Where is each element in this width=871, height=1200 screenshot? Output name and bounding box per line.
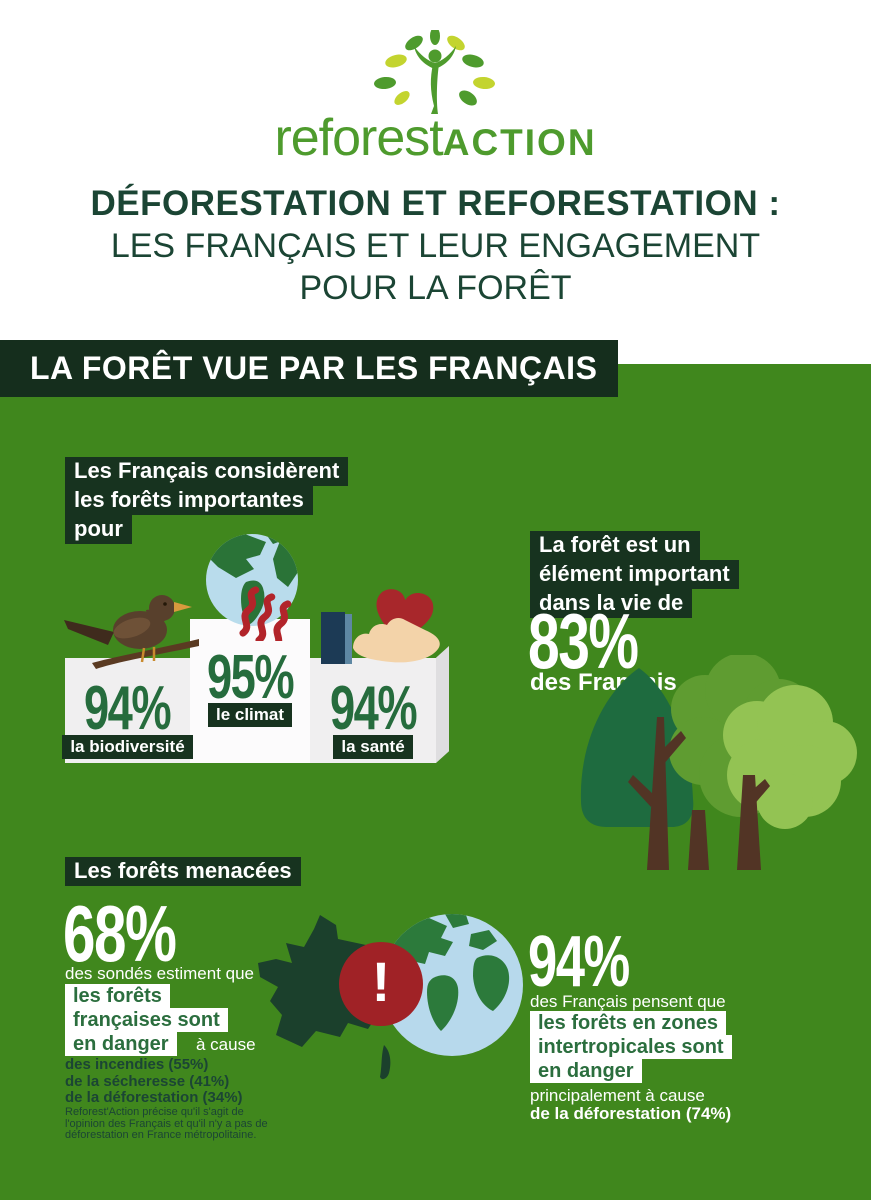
podium-column-center [190, 619, 310, 763]
france-danger-highlight-line: en danger [65, 1032, 177, 1056]
stat-health-value: 94% [329, 674, 418, 743]
cause-drought: de la sécheresse (41%) [65, 1072, 230, 1090]
warning-exclamation: ! [371, 950, 391, 1013]
importance-intro-line: Les Français considèrent [65, 457, 349, 486]
france-danger-cause-intro: à cause [196, 1035, 256, 1054]
stat-world-danger-intro: des Français pensent que [530, 992, 726, 1011]
france-danger-causes: des incendies (55%) de la sécheresse (41… [65, 1056, 243, 1107]
brand-name-suffix: ACTION [442, 122, 597, 163]
world-danger-highlight-line: intertropicales sont [530, 1035, 732, 1059]
world-danger-cause-line: principalement à cause [530, 1086, 705, 1105]
note-line: l'opinion des Français et qu'il n'y a pa… [65, 1117, 268, 1130]
france-danger-note: Reforest'Action précise qu'il s'agit de … [65, 1106, 268, 1142]
stat-health: la santé [310, 735, 436, 759]
page-title: DÉFORESTATION ET REFORESTATION : LES FRA… [0, 182, 871, 309]
forest-life-intro-line: La forêt est un [530, 531, 700, 560]
world-danger-highlight-line: en danger [530, 1059, 642, 1083]
stat-climate: le climat [190, 703, 310, 727]
stat-world-danger-value: 94% [528, 922, 630, 1002]
world-danger-cause-bold: de la déforestation (74%) [530, 1104, 732, 1123]
world-danger-highlight: les forêts en zones intertropicales sont… [530, 1011, 732, 1083]
france-danger-highlight-line: les forêts [65, 984, 170, 1008]
globe-icon [381, 914, 523, 1056]
section-banner-label: LA FORÊT VUE PAR LES FRANÇAIS [30, 350, 598, 386]
france-danger-highlight-line: françaises sont [65, 1008, 228, 1032]
forest-life-intro: La forêt est un élément important dans l… [530, 531, 739, 618]
title-line-2: LES FRANÇAIS ET LEUR ENGAGEMENT [110, 227, 761, 265]
stat-biodiversity-value: 94% [84, 674, 172, 743]
title-line-1: DÉFORESTATION ET REFORESTATION : [90, 184, 781, 223]
brand-logo: reforest ACTION [0, 108, 871, 168]
stat-forest-life-value: 83% [528, 597, 639, 685]
heart-in-hand-icon [321, 589, 440, 664]
france-danger-highlight: les forêts françaises sont en danger [65, 984, 228, 1056]
threats-header-wrap: Les forêts menacées [65, 857, 301, 886]
importance-intro-line: les forêts importantes [65, 486, 313, 515]
note-line: Reforest'Action précise qu'il s'agit de [65, 1106, 244, 1118]
stat-france-danger-value: 68% [63, 889, 177, 978]
cause-fires: des incendies (55%) [65, 1056, 209, 1073]
world-danger-highlight-line: les forêts en zones [530, 1011, 727, 1035]
forest-life-intro-line: dans la vie de [530, 589, 693, 618]
threats-header: Les forêts menacées [65, 857, 301, 886]
warning-icon: ! [339, 942, 423, 1026]
tree-person-icon [374, 30, 495, 114]
stat-climate-label: le climat [207, 703, 293, 727]
stat-biodiversity-label: la biodiversité [62, 735, 193, 759]
stat-france-danger-intro: des sondés estiment que [65, 964, 255, 983]
cause-deforestation: de la déforestation (34%) [65, 1089, 243, 1106]
france-map-icon [258, 915, 391, 1080]
forest-life-intro-line: élément important [530, 560, 739, 589]
bird-icon [64, 595, 199, 669]
importance-intro-line: pour [65, 515, 132, 544]
brand-name-prefix: reforest [274, 109, 443, 167]
stat-climate-value: 95% [206, 643, 295, 712]
stat-health-label: la santé [333, 735, 413, 759]
globe-warming-icon [206, 534, 298, 641]
note-line: déforestation en France métropolitaine. [65, 1129, 257, 1141]
stat-biodiversity: la biodiversité [60, 735, 195, 759]
importance-intro: Les Français considèrent les forêts impo… [65, 457, 349, 544]
podium-side-face [436, 646, 449, 763]
section-banner: LA FORÊT VUE PAR LES FRANÇAIS [0, 340, 618, 397]
title-line-3: POUR LA FORÊT [299, 269, 572, 307]
trees-icon [580, 655, 857, 870]
